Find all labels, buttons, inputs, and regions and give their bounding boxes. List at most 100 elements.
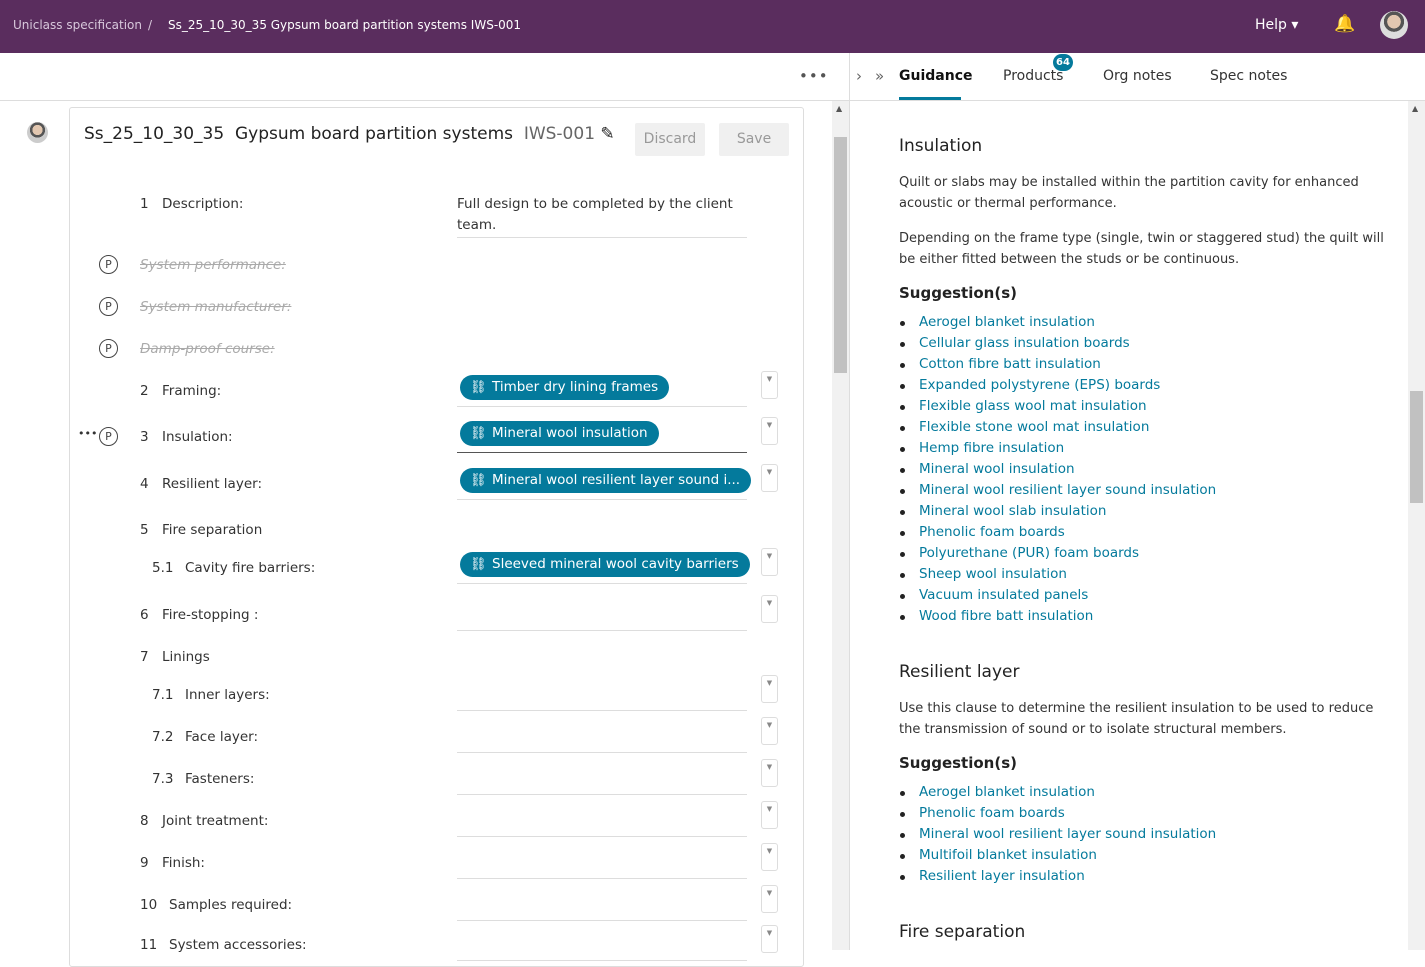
dropdown-toggle[interactable]: ▼ <box>761 675 778 703</box>
row-label: System accessories: <box>169 937 307 953</box>
double-chevron-right-icon[interactable]: » <box>875 67 885 85</box>
row-label: Linings <box>162 649 210 665</box>
suggestion-link[interactable]: Aerogel blanket insulation <box>899 312 1389 333</box>
value-field[interactable] <box>457 761 747 795</box>
suggestion-link[interactable]: Cellular glass insulation boards <box>899 333 1389 354</box>
suggestion-link[interactable]: Flexible glass wool mat insulation <box>899 396 1389 417</box>
suggestion-link[interactable]: Multifoil blanket insulation <box>899 845 1389 866</box>
dropdown-toggle[interactable]: ▼ <box>761 843 778 871</box>
value-field[interactable]: ⛓ Mineral wool resilient layer sound i... <box>457 466 752 500</box>
dropdown-toggle[interactable]: ▼ <box>761 595 778 623</box>
row-label: Joint treatment: <box>162 813 269 829</box>
row-label: Insulation: <box>162 429 233 445</box>
value-field[interactable] <box>457 845 747 879</box>
chip-label: Timber dry lining frames <box>492 379 659 395</box>
help-menu[interactable]: Help ▾ <box>1255 17 1299 33</box>
clause-row: 2 Framing: ⛓ Timber dry lining frames ▼ <box>0 371 830 413</box>
tab-guidance[interactable]: Guidance <box>899 68 973 84</box>
dropdown-toggle[interactable]: ▼ <box>761 464 778 492</box>
product-chip[interactable]: ⛓ Mineral wool insulation <box>460 421 659 446</box>
suggestion-link[interactable]: Wood fibre batt insulation <box>899 606 1389 627</box>
breadcrumb-root[interactable]: Uniclass specification <box>13 18 143 32</box>
section-text: Depending on the frame type (single, twi… <box>899 231 1384 267</box>
guidance-scrollbar[interactable]: ▲ <box>1408 101 1425 950</box>
suggestion-link[interactable]: Sheep wool insulation <box>899 564 1389 585</box>
dropdown-toggle[interactable]: ▼ <box>761 717 778 745</box>
dropdown-toggle[interactable]: ▼ <box>761 548 778 576</box>
value-field[interactable] <box>457 803 747 837</box>
suggestion-link[interactable]: Flexible stone wool mat insulation <box>899 417 1389 438</box>
dropdown-toggle[interactable]: ▼ <box>761 759 778 787</box>
user-avatar[interactable] <box>1380 11 1408 39</box>
row-number: 1 <box>140 196 149 212</box>
pane-divider[interactable] <box>849 53 850 950</box>
value-field[interactable] <box>457 677 747 711</box>
dropdown-toggle[interactable]: ▼ <box>761 801 778 829</box>
suggestion-link[interactable]: Mineral wool slab insulation <box>899 501 1389 522</box>
tab-org-notes[interactable]: Org notes <box>1103 68 1172 84</box>
more-options-icon[interactable]: ••• <box>799 67 829 85</box>
row-label: Damp-proof course: <box>140 341 275 357</box>
p-icon[interactable]: P <box>99 255 118 274</box>
dropdown-toggle[interactable]: ▼ <box>761 925 778 953</box>
p-icon[interactable]: P <box>99 297 118 316</box>
scroll-up-icon[interactable]: ▲ <box>836 104 843 113</box>
description-field[interactable]: Full design to be completed by the clien… <box>457 194 747 238</box>
editor-scrollbar[interactable]: ▲ <box>832 101 849 950</box>
row-more-icon[interactable]: ••• <box>78 427 98 440</box>
suggestions-title: Suggestion(s) <box>899 284 1017 302</box>
product-chip[interactable]: ⛓ Mineral wool resilient layer sound i... <box>460 468 752 493</box>
suggestion-link[interactable]: Polyurethane (PUR) foam boards <box>899 543 1389 564</box>
pencil-icon[interactable]: ✎ <box>600 124 615 144</box>
row-label: Finish: <box>162 855 205 871</box>
p-icon[interactable]: P <box>99 339 118 358</box>
product-chip[interactable]: ⛓ Timber dry lining frames <box>460 375 670 400</box>
value-field[interactable]: ⛓ Sleeved mineral wool cavity barriers <box>457 550 750 584</box>
suggestion-link[interactable]: Mineral wool resilient layer sound insul… <box>899 480 1389 501</box>
clause-row: 11 System accessories: ▼ <box>0 925 830 967</box>
save-button[interactable]: Save <box>719 123 789 156</box>
suggestion-link[interactable]: Mineral wool insulation <box>899 459 1389 480</box>
bell-icon[interactable]: 🔔 <box>1334 14 1356 34</box>
suggestion-link[interactable]: Phenolic foam boards <box>899 803 1389 824</box>
row-number: 4 <box>140 476 149 492</box>
row-label: Fire separation <box>162 522 263 538</box>
suggestion-link[interactable]: Cotton fibre batt insulation <box>899 354 1389 375</box>
dropdown-toggle[interactable]: ▼ <box>761 371 778 399</box>
clause-row: 7.3 Fasteners: ▼ <box>0 759 830 801</box>
row-number: 7.1 <box>152 687 174 703</box>
suggestion-link[interactable]: Mineral wool resilient layer sound insul… <box>899 824 1389 845</box>
chip-label: Sleeved mineral wool cavity barriers <box>492 556 739 572</box>
tab-spec-notes[interactable]: Spec notes <box>1210 68 1288 84</box>
value-field[interactable] <box>457 719 747 753</box>
value-field[interactable] <box>457 927 747 961</box>
value-field[interactable]: ⛓ Timber dry lining frames <box>457 373 747 407</box>
tab-products[interactable]: Products <box>1003 68 1064 84</box>
clause-row-excluded: P Damp-proof course: <box>0 339 830 371</box>
suggestion-link[interactable]: Resilient layer insulation <box>899 866 1389 887</box>
link-icon: ⛓ <box>470 426 487 441</box>
value-field[interactable] <box>457 887 747 921</box>
dropdown-toggle[interactable]: ▼ <box>761 885 778 913</box>
suggestion-link[interactable]: Hemp fibre insulation <box>899 438 1389 459</box>
suggestion-link[interactable]: Phenolic foam boards <box>899 522 1389 543</box>
p-icon[interactable]: P <box>99 427 118 446</box>
product-chip[interactable]: ⛓ Sleeved mineral wool cavity barriers <box>460 552 750 577</box>
row-number: 11 <box>140 937 158 953</box>
section-title: Resilient layer <box>899 662 1020 682</box>
discard-button[interactable]: Discard <box>635 123 705 156</box>
scroll-thumb[interactable] <box>1410 391 1423 503</box>
top-bar: Uniclass specification / Ss_25_10_30_35 … <box>0 0 1425 53</box>
value-field[interactable]: ⛓ Mineral wool insulation <box>457 419 747 453</box>
suggestion-link[interactable]: Aerogel blanket insulation <box>899 782 1389 803</box>
scroll-up-icon[interactable]: ▲ <box>1412 104 1419 113</box>
suggestion-link[interactable]: Expanded polystyrene (EPS) boards <box>899 375 1389 396</box>
value-field[interactable] <box>457 597 747 631</box>
chip-label: Mineral wool resilient layer sound i... <box>492 472 741 488</box>
clause-row-excluded: P System manufacturer: <box>0 297 830 329</box>
dropdown-toggle[interactable]: ▼ <box>761 417 778 445</box>
scroll-thumb[interactable] <box>834 137 847 373</box>
chevron-right-icon[interactable]: › <box>856 67 862 85</box>
suggestion-link[interactable]: Vacuum insulated panels <box>899 585 1389 606</box>
row-number: 2 <box>140 383 149 399</box>
